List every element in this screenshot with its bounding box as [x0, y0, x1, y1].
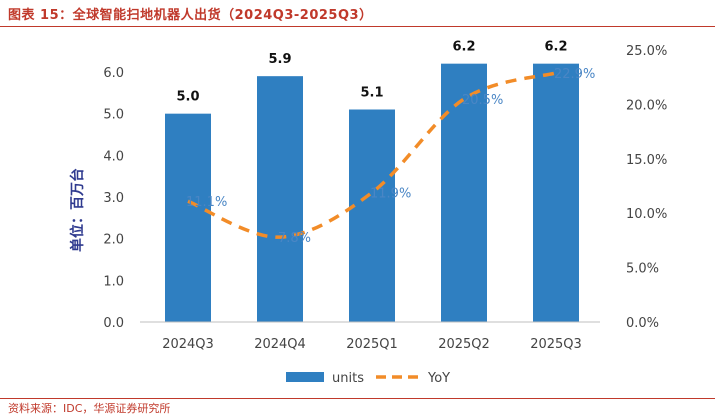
chart-title: 图表 15：全球智能扫地机器人出货（2024Q3-2025Q3）: [8, 8, 373, 23]
yoy-value-label: 11.9%: [370, 187, 411, 202]
bar: [257, 76, 303, 323]
x-axis-ticks: 2024Q3 2024Q4 2025Q1 2025Q2 2025Q3: [162, 337, 582, 352]
yoy-value-label: 22.9%: [554, 67, 595, 82]
yoy-series-line: [187, 71, 557, 239]
source-note: 资料来源：IDC，华源证券研究所: [8, 402, 171, 415]
source-divider: [0, 398, 715, 399]
bar: [533, 63, 579, 323]
bar-value-label: 6.2: [452, 40, 475, 55]
y-tick-label: 2.0: [103, 233, 124, 248]
x-tick-label: 2025Q2: [438, 337, 490, 352]
y-tick-label: 0.0: [103, 316, 124, 331]
bars-group: [165, 63, 579, 323]
yoy-value-label: 20.5%: [462, 93, 503, 108]
y-axis-title: 单位：百万台: [69, 168, 86, 252]
x-tick-label: 2024Q3: [162, 337, 214, 352]
yoy-line-group: 11.1% 7.8% 11.9% 20.5% 22.9%: [186, 67, 595, 246]
y-tick-label: 4.0: [103, 149, 124, 164]
y2-axis-ticks: 0.0% 5.0% 10.0% 15.0% 20.0% 25.0%: [626, 44, 667, 331]
legend-label-yoy: YoY: [427, 371, 450, 386]
bar-labels: 5.0 5.9 5.1 6.2 6.2: [176, 40, 567, 105]
y-axis-ticks: 0.0 1.0 2.0 3.0 4.0 5.0 6.0: [103, 66, 124, 331]
x-tick-label: 2025Q3: [530, 337, 582, 352]
bar-value-label: 5.9: [268, 52, 291, 67]
y2-tick-label: 20.0%: [626, 98, 667, 113]
y2-tick-label: 15.0%: [626, 153, 667, 168]
y-tick-label: 3.0: [103, 191, 124, 206]
bar-value-label: 6.2: [544, 40, 567, 55]
y2-tick-label: 5.0%: [626, 262, 659, 277]
bar: [349, 109, 395, 322]
title-divider: [0, 26, 715, 27]
yoy-value-label: 7.8%: [278, 231, 311, 246]
yoy-value-label: 11.1%: [186, 195, 227, 210]
legend: units YoY: [286, 371, 450, 386]
bar-value-label: 5.0: [176, 90, 199, 105]
y2-tick-label: 0.0%: [626, 316, 659, 331]
y-tick-label: 1.0: [103, 274, 124, 289]
y-tick-label: 6.0: [103, 66, 124, 81]
x-tick-label: 2024Q4: [254, 337, 306, 352]
legend-swatch-units: [286, 372, 324, 382]
y2-tick-label: 25.0%: [626, 44, 667, 59]
bar-value-label: 5.1: [360, 86, 383, 101]
y2-tick-label: 10.0%: [626, 207, 667, 222]
x-tick-label: 2025Q1: [346, 337, 398, 352]
legend-label-units: units: [332, 371, 364, 386]
bar: [165, 113, 211, 323]
bar: [441, 63, 487, 323]
y-tick-label: 5.0: [103, 108, 124, 123]
